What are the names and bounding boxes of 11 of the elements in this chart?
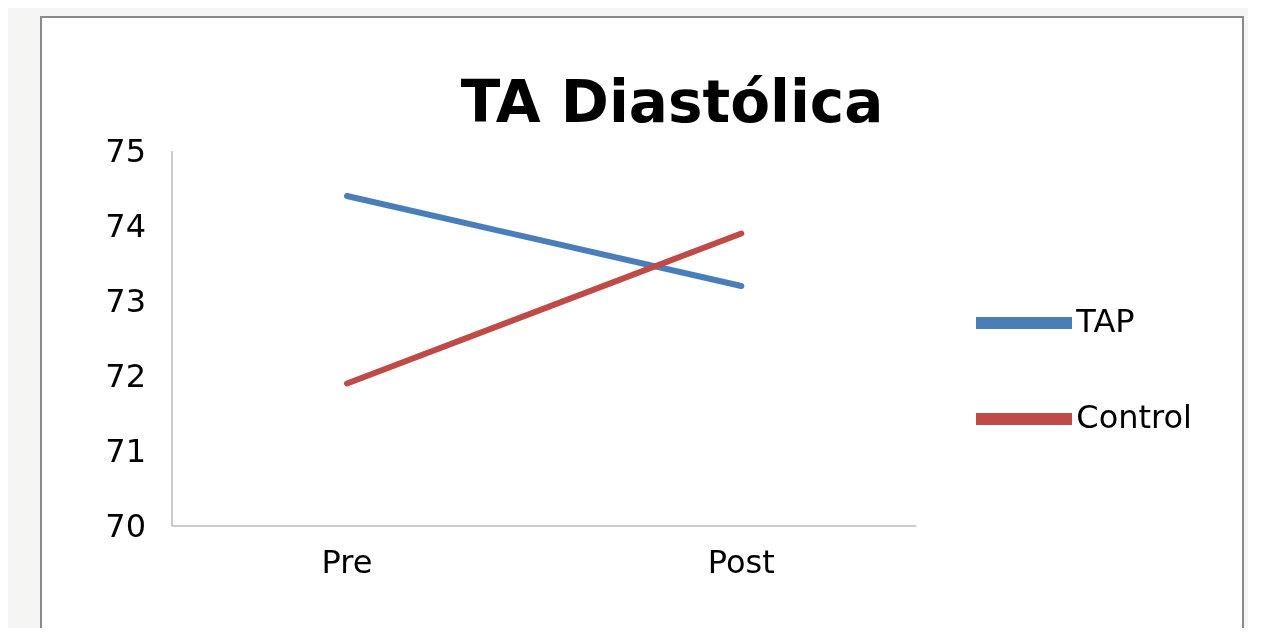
x-tick-label: Post bbox=[707, 542, 775, 581]
legend-label: Control bbox=[1076, 398, 1192, 436]
y-tick-label: 71 bbox=[105, 432, 146, 471]
chart-title: TA Diastólica bbox=[460, 68, 884, 136]
y-tick-label: 73 bbox=[105, 282, 146, 321]
y-tick-label: 74 bbox=[105, 207, 146, 246]
legend-label: TAP bbox=[1076, 302, 1135, 340]
x-tick-label: Pre bbox=[321, 542, 373, 581]
y-tick-label: 70 bbox=[105, 507, 146, 546]
y-tick-label: 72 bbox=[105, 357, 146, 396]
y-tick-label: 75 bbox=[105, 132, 146, 171]
